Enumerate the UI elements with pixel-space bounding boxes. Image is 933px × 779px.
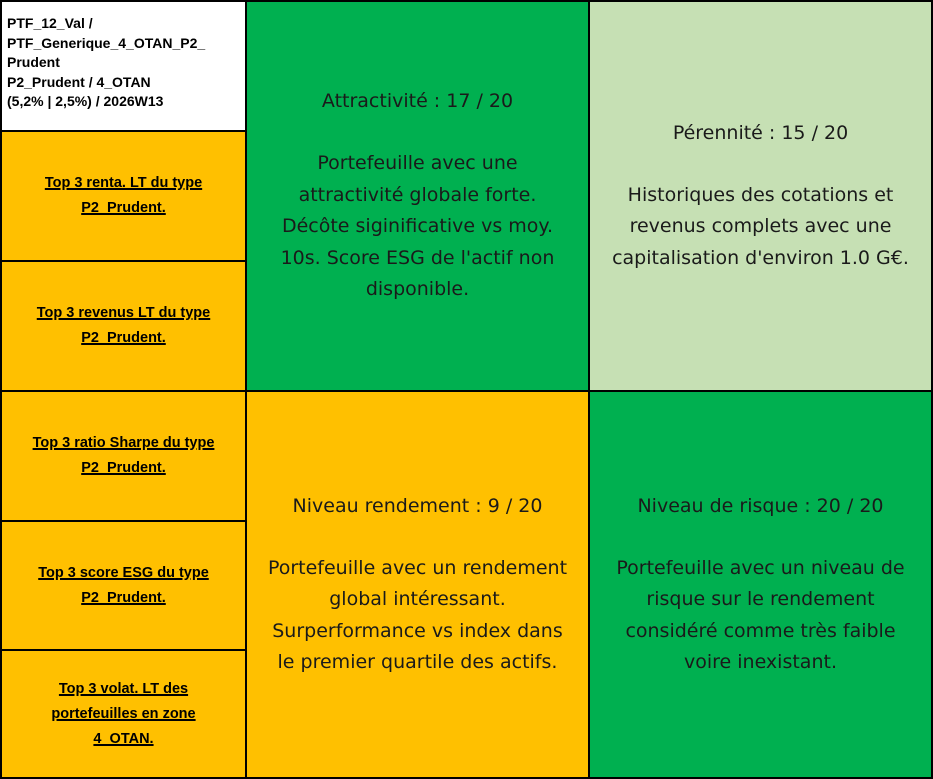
header-line: PTF_12_Val / xyxy=(7,15,93,31)
link-text: P2_Prudent. xyxy=(81,460,166,476)
portfolio-header: PTF_12_Val / PTF_Generique_4_OTAN_P2_ Pr… xyxy=(1,1,246,131)
perennite-description: Historiques des cotations et revenus com… xyxy=(612,180,909,275)
attractivite-description: Portefeuille avec une attractivité globa… xyxy=(281,148,555,306)
desc-line: Décôte siginificative vs moy. xyxy=(281,215,554,238)
link-text: Top 3 volat. LT des xyxy=(58,680,189,697)
desc-line: Surperformance vs index dans xyxy=(272,619,563,642)
rendement-title: Niveau rendement : 9 / 20 xyxy=(292,494,543,517)
desc-line: Portefeuille avec une xyxy=(317,152,518,175)
link-text: Top 3 renta. LT du type xyxy=(44,175,203,191)
link-text: P2_Prudent. xyxy=(81,200,166,216)
risque-title: Niveau de risque : 20 / 20 xyxy=(637,494,884,517)
desc-line: voire inexistant. xyxy=(683,651,837,673)
top3-revenus-cell: Top 3 revenus LT du type P2_Prudent. xyxy=(1,261,246,391)
top3-renta-link[interactable]: Top 3 renta. LT du type P2_Prudent. xyxy=(45,171,202,221)
link-text: 4_OTAN. xyxy=(93,730,154,747)
desc-line: risque sur le rendement xyxy=(646,588,875,610)
top3-esg-cell: Top 3 score ESG du type P2_Prudent. xyxy=(1,521,246,650)
risque-description: Portefeuille avec un niveau de risque su… xyxy=(616,553,904,679)
link-text: Top 3 revenus LT du type xyxy=(36,305,211,321)
desc-line: le premier quartile des actifs. xyxy=(277,651,558,673)
perennite-title: Pérennité : 15 / 20 xyxy=(672,121,849,144)
attractivite-title: Attractivité : 17 / 20 xyxy=(321,90,514,113)
top3-esg-link[interactable]: Top 3 score ESG du type P2_Prudent. xyxy=(38,561,209,611)
desc-line: Portefeuille avec un rendement xyxy=(267,556,568,579)
link-text: portefeuilles en zone xyxy=(51,705,196,722)
risque-panel: Niveau de risque : 20 / 20 Portefeuille … xyxy=(589,391,932,778)
top3-volat-cell: Top 3 volat. LT des portefeuilles en zon… xyxy=(1,650,246,778)
desc-line: 10s. Score ESG de l'actif non xyxy=(280,246,555,269)
desc-line: revenus complets avec une xyxy=(629,215,892,238)
desc-line: global intéressant. xyxy=(329,588,506,610)
perennite-panel: Pérennité : 15 / 20 Historiques des cota… xyxy=(589,1,932,391)
desc-line: Portefeuille avec un niveau de xyxy=(616,556,905,579)
top3-sharpe-link[interactable]: Top 3 ratio Sharpe du type P2_Prudent. xyxy=(33,431,215,481)
top3-revenus-link[interactable]: Top 3 revenus LT du type P2_Prudent. xyxy=(37,301,210,351)
desc-line: attractivité globale forte. xyxy=(298,183,537,206)
desc-line: disponible. xyxy=(365,278,470,301)
header-line: P2_Prudent / 4_OTAN xyxy=(7,73,151,90)
link-text: P2_Prudent. xyxy=(81,589,166,606)
header-line: (5,2% | 2,5%) / 2026W13 xyxy=(7,93,164,109)
header-line: PTF_Generique_4_OTAN_P2_ xyxy=(7,34,206,51)
desc-line: considéré comme très faible xyxy=(625,619,896,642)
top3-renta-cell: Top 3 renta. LT du type P2_Prudent. xyxy=(1,131,246,261)
header-line: Prudent xyxy=(7,54,60,70)
link-text: Top 3 ratio Sharpe du type xyxy=(32,435,215,451)
link-text: Top 3 score ESG du type xyxy=(38,564,209,581)
link-text: P2_Prudent. xyxy=(81,330,166,346)
desc-line: Historiques des cotations et xyxy=(627,183,894,206)
rendement-panel: Niveau rendement : 9 / 20 Portefeuille a… xyxy=(246,391,589,778)
rendement-description: Portefeuille avec un rendement global in… xyxy=(268,553,567,679)
top3-sharpe-cell: Top 3 ratio Sharpe du type P2_Prudent. xyxy=(1,391,246,521)
top3-volat-link[interactable]: Top 3 volat. LT des portefeuilles en zon… xyxy=(51,677,195,752)
attractivite-panel: Attractivité : 17 / 20 Portefeuille avec… xyxy=(246,1,589,391)
desc-line: capitalisation d'environ 1.0 G€. xyxy=(612,246,909,269)
